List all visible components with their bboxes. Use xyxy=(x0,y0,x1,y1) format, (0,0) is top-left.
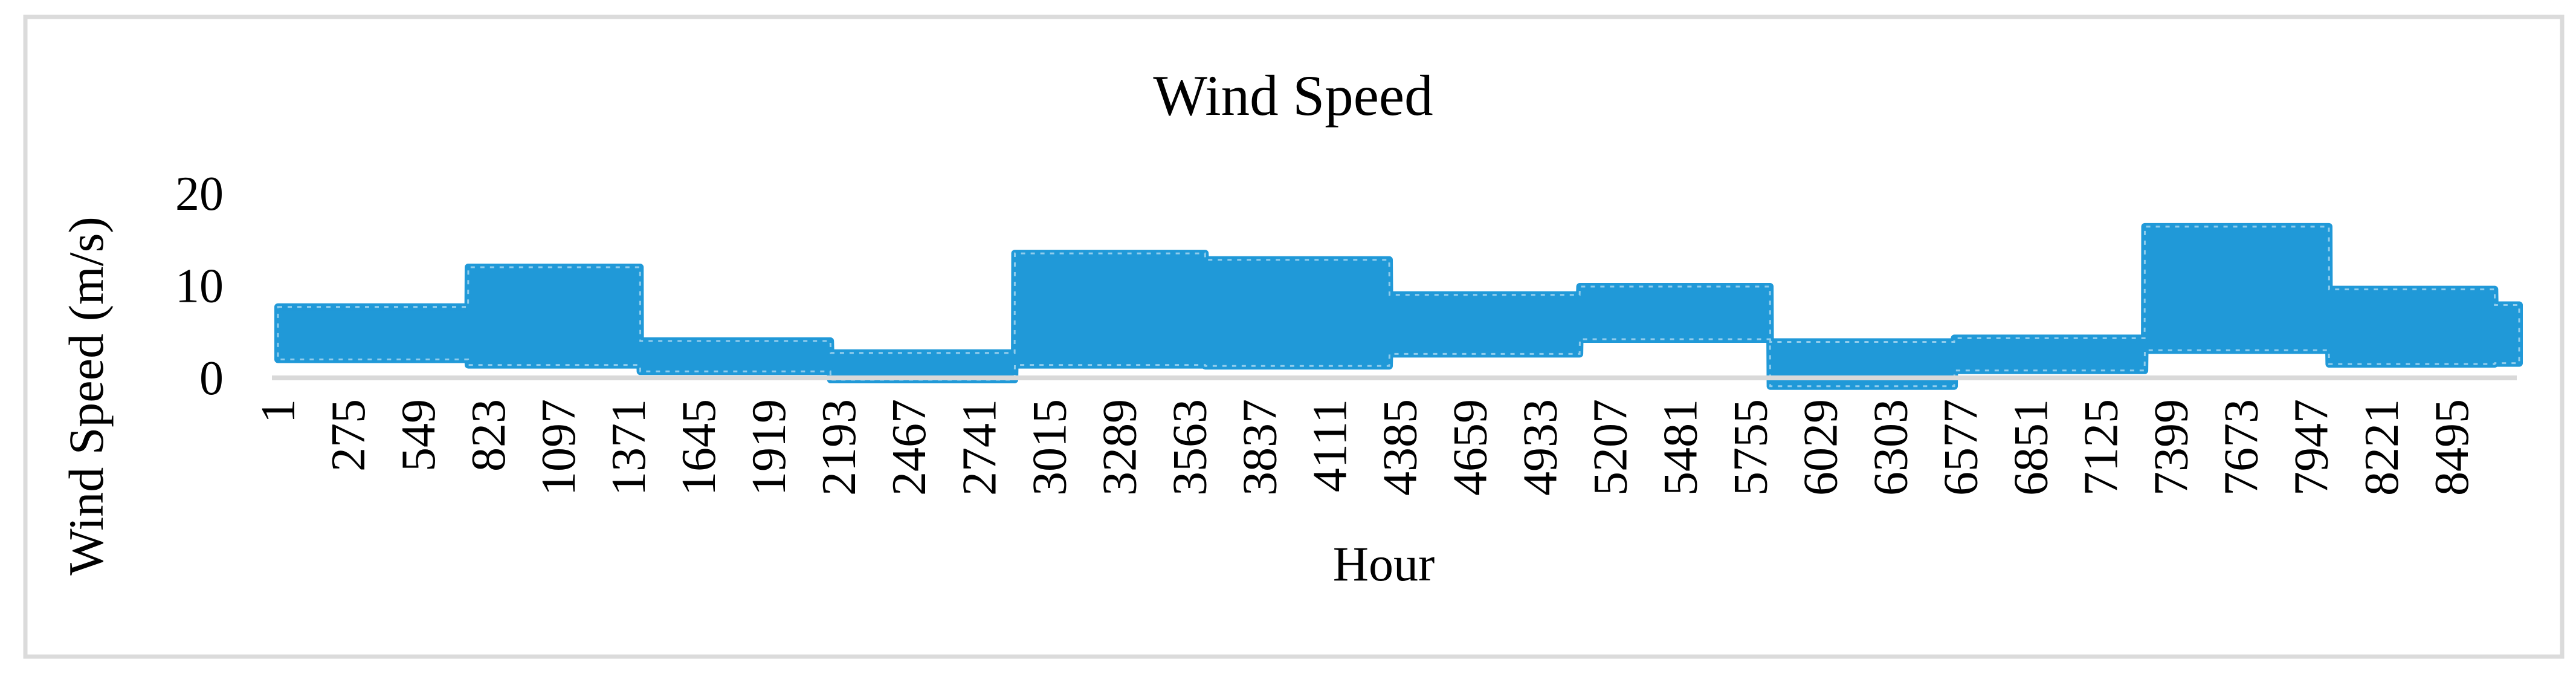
y-tick-label: 20 xyxy=(175,167,224,221)
y-tick-label: 0 xyxy=(199,352,224,405)
wind-speed-series-band xyxy=(274,222,2523,390)
x-tick-label: 3289 xyxy=(1093,399,1146,496)
x-tick-label: 4111 xyxy=(1303,399,1357,492)
x-tick-label: 4933 xyxy=(1514,399,1567,496)
x-tick-label: 3837 xyxy=(1233,399,1286,496)
figure-border xyxy=(23,15,2565,659)
chart-title: Wind Speed xyxy=(1153,63,1433,128)
y-tick-label: 10 xyxy=(175,260,224,313)
x-tick-label: 823 xyxy=(462,399,515,472)
y-axis-title: Wind Speed (m/s) xyxy=(59,216,114,575)
x-axis-title: Hour xyxy=(1333,536,1435,591)
x-tick-label: 3563 xyxy=(1163,399,1216,496)
x-tick-label: 6303 xyxy=(1865,399,1918,496)
x-axis-tick-labels: 1 275 549 823 1097 1371 1645 1919 2193 2467 2741 30… xyxy=(252,399,2479,496)
x-tick-label: 6577 xyxy=(1935,399,1988,496)
x-tick-label: 1 xyxy=(252,399,305,423)
x-tick-label: 1919 xyxy=(743,399,796,496)
x-tick-label: 2193 xyxy=(813,399,866,496)
x-tick-label: 4385 xyxy=(1374,399,1427,496)
x-tick-label: 549 xyxy=(392,399,445,472)
x-tick-label: 6851 xyxy=(2005,399,2058,496)
x-tick-label: 7673 xyxy=(2215,399,2268,496)
x-tick-label: 7399 xyxy=(2145,399,2198,496)
x-tick-label: 1371 xyxy=(602,399,656,496)
x-tick-label: 7125 xyxy=(2075,399,2128,496)
x-tick-label: 2467 xyxy=(883,399,936,496)
x-tick-label: 4659 xyxy=(1444,399,1497,496)
x-tick-label: 6029 xyxy=(1795,399,1848,496)
x-tick-label: 1097 xyxy=(532,399,586,496)
y-axis-tick-labels: 0 10 20 xyxy=(175,167,224,405)
x-tick-label: 7947 xyxy=(2285,399,2339,496)
x-tick-label: 8495 xyxy=(2426,399,2479,496)
x-tick-label: 3015 xyxy=(1023,399,1076,496)
x-tick-label: 275 xyxy=(322,399,375,472)
x-tick-label: 1645 xyxy=(673,399,726,496)
x-tick-label: 5207 xyxy=(1584,399,1638,496)
x-tick-label: 2741 xyxy=(953,399,1006,496)
x-tick-label: 5481 xyxy=(1654,399,1708,496)
x-tick-label: 8221 xyxy=(2355,399,2409,496)
x-tick-label: 5755 xyxy=(1725,399,1778,496)
